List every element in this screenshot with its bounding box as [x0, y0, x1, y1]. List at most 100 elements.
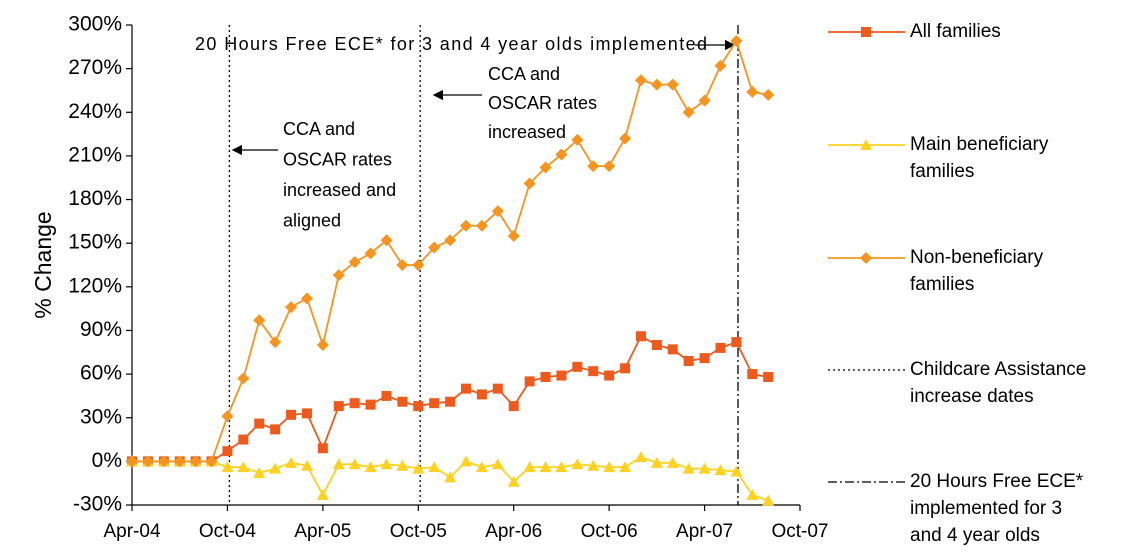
legend-label: All families [910, 21, 1001, 42]
annotation: 20 Hours Free ECE* for 3 and 4 year olds… [195, 34, 707, 54]
marker [556, 370, 567, 381]
marker [571, 458, 584, 470]
legend-label: Childcare Assistance increase dates [910, 359, 1087, 407]
marker [747, 369, 758, 380]
marker [476, 389, 487, 400]
marker [332, 458, 345, 470]
marker [205, 455, 218, 468]
marker [666, 78, 679, 91]
y-tick-label: 30% [80, 405, 122, 428]
y-tick-label: 240% [68, 100, 122, 123]
y-tick-label: 210% [68, 143, 122, 166]
marker [364, 461, 377, 473]
marker [698, 462, 711, 474]
marker [173, 455, 186, 468]
annotation: aligned [283, 210, 341, 230]
x-tick-label: Oct-05 [390, 521, 447, 542]
y-tick-label: 270% [68, 56, 122, 79]
y-tick-label: 300% [68, 13, 122, 36]
marker [444, 234, 457, 247]
marker [429, 398, 440, 409]
y-tick-label: 120% [68, 274, 122, 297]
marker [332, 269, 345, 282]
marker [555, 461, 568, 473]
marker [682, 462, 695, 474]
marker [380, 458, 393, 470]
annotation: OSCAR rates [488, 93, 597, 113]
marker [380, 234, 393, 247]
marker [254, 418, 265, 429]
annotation: OSCAR rates [283, 149, 392, 169]
marker [349, 398, 360, 409]
y-tick-label: 0% [92, 449, 122, 472]
marker [603, 461, 616, 473]
marker [762, 494, 775, 506]
marker [507, 475, 520, 487]
marker [348, 458, 361, 470]
marker [285, 301, 298, 314]
marker [460, 219, 472, 232]
marker [651, 340, 662, 350]
marker [428, 241, 441, 254]
marker [253, 467, 266, 478]
marker [604, 370, 615, 381]
marker [762, 88, 775, 101]
marker [571, 133, 584, 146]
marker [491, 205, 504, 218]
marker [253, 314, 266, 327]
marker [269, 336, 282, 349]
marker [365, 399, 376, 410]
marker [300, 292, 313, 305]
marker [237, 461, 250, 473]
marker [507, 229, 520, 242]
marker [348, 256, 361, 269]
marker [539, 461, 552, 473]
marker [126, 455, 138, 468]
marker [157, 455, 170, 468]
annotation: CCA and [283, 119, 355, 139]
marker [730, 465, 743, 477]
marker [731, 337, 742, 348]
marker [699, 353, 710, 364]
marker [317, 443, 328, 454]
x-tick-label: Apr-06 [485, 521, 542, 542]
marker [428, 461, 441, 473]
marker [714, 59, 727, 72]
marker [270, 424, 281, 435]
marker [412, 462, 425, 474]
annotation: CCA and [488, 64, 560, 84]
marker [491, 458, 504, 470]
marker [587, 160, 600, 173]
marker [445, 396, 456, 407]
x-tick-label: Oct-07 [771, 521, 828, 542]
marker [316, 339, 329, 351]
marker [285, 456, 298, 468]
marker [539, 161, 552, 174]
marker [475, 461, 488, 473]
marker [492, 383, 503, 394]
marker [572, 361, 583, 372]
marker [603, 160, 616, 173]
marker [523, 461, 536, 473]
marker [683, 356, 694, 366]
marker [461, 383, 471, 394]
marker [715, 342, 726, 353]
x-tick-label: Apr-07 [676, 521, 733, 542]
marker [666, 456, 679, 468]
marker [587, 459, 600, 471]
marker [222, 446, 233, 457]
marker [444, 471, 457, 483]
marker [682, 106, 695, 119]
marker [460, 455, 472, 467]
marker [763, 372, 774, 382]
y-tick-label: 60% [80, 362, 122, 385]
marker [397, 396, 408, 407]
marker [714, 464, 727, 476]
marker [746, 488, 759, 500]
marker [300, 459, 313, 471]
marker [141, 455, 154, 468]
annotation: increased and [283, 180, 396, 200]
marker [698, 94, 711, 107]
marker [523, 177, 536, 190]
